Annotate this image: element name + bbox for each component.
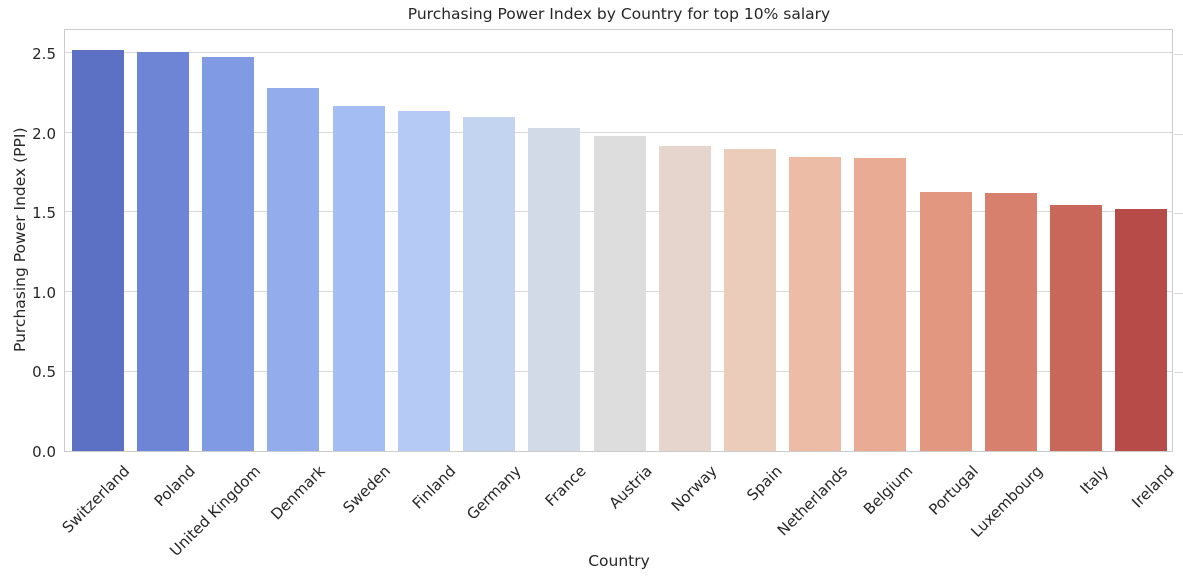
x-tick-label-portugal: Portugal xyxy=(924,462,982,519)
y-tick-label: 0.5 xyxy=(32,363,56,382)
x-tick-label-sweden: Sweden xyxy=(339,462,395,517)
bar-poland xyxy=(136,51,189,451)
y-tick-label: 0.0 xyxy=(32,443,56,461)
x-tick-label-ireland: Ireland xyxy=(1127,462,1178,512)
x-tick-label-germany: Germany xyxy=(463,462,525,524)
gridline xyxy=(65,131,1172,133)
bar-united-kingdom xyxy=(202,56,255,451)
y-tick-label: 1.0 xyxy=(32,283,56,302)
bar-switzerland xyxy=(71,50,124,451)
x-tick-label-norway: Norway xyxy=(667,462,721,515)
x-tick-label-switzerland: Switzerland xyxy=(58,462,134,537)
y-axis-label: Purchasing Power Index (PPI) xyxy=(11,127,29,353)
bar-austria xyxy=(593,136,646,451)
x-tick-label-spain: Spain xyxy=(743,462,786,505)
x-tick-label-italy: Italy xyxy=(1076,462,1112,498)
bar-sweden xyxy=(332,105,385,451)
y-tick-label: 2.5 xyxy=(32,45,56,64)
y-tick-mark xyxy=(1174,54,1183,56)
bar-belgium xyxy=(854,158,907,451)
y-tick-label: 2.0 xyxy=(32,124,56,143)
bar-finland xyxy=(397,110,450,451)
y-tick-mark xyxy=(1174,213,1183,215)
bar-italy xyxy=(1050,204,1103,451)
bar-portugal xyxy=(919,191,972,451)
plot-area xyxy=(64,29,1173,452)
y-tick-mark xyxy=(1174,133,1183,135)
y-tick-mark xyxy=(1174,292,1183,294)
x-tick-label-belgium: Belgium xyxy=(859,462,917,519)
bar-netherlands xyxy=(789,156,842,451)
x-tick-label-poland: Poland xyxy=(150,462,199,511)
bar-ireland xyxy=(1115,209,1168,451)
x-tick-label-finland: Finland xyxy=(408,462,460,513)
x-tick-label-france: France xyxy=(541,462,590,511)
bar-germany xyxy=(463,117,516,451)
bar-norway xyxy=(658,145,711,451)
chart-title: Purchasing Power Index by Country for to… xyxy=(407,5,831,23)
bar-denmark xyxy=(267,88,320,451)
x-axis-label: Country xyxy=(588,552,650,570)
bar-luxembourg xyxy=(984,193,1037,451)
y-tick-label: 1.5 xyxy=(32,204,56,223)
x-tick-label-denmark: Denmark xyxy=(267,462,330,524)
gridline xyxy=(65,52,1172,54)
y-tick-mark xyxy=(1174,372,1183,374)
bar-france xyxy=(528,128,581,451)
bar-spain xyxy=(723,148,776,451)
x-tick-label-austria: Austria xyxy=(605,462,656,513)
